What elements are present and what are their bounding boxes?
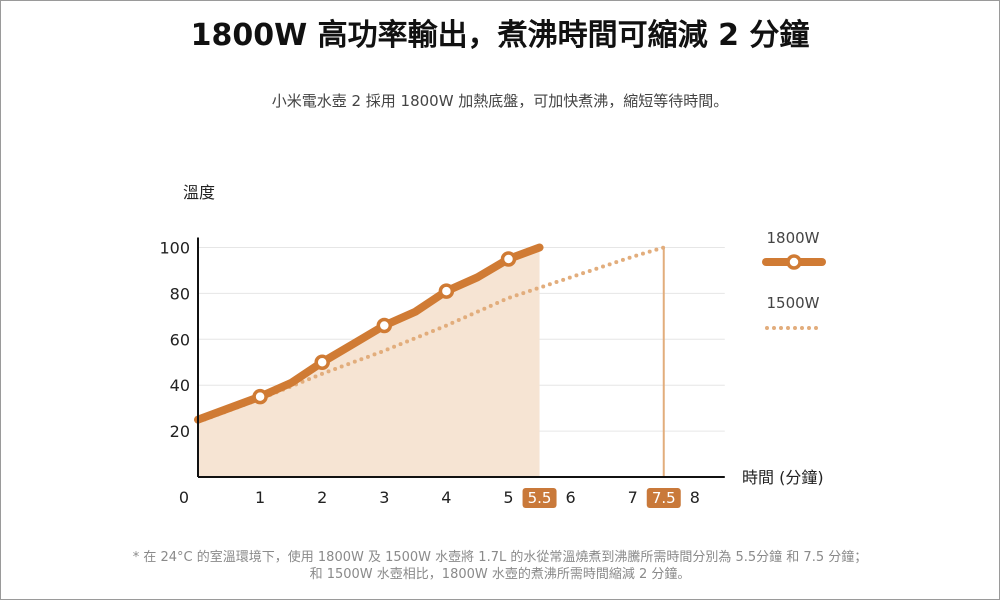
footnote: * 在 24°C 的室溫環境下，使用 1800W 及 1500W 水壺將 1.7… — [0, 549, 1000, 583]
series-1500w-line — [196, 245, 666, 424]
page-subtitle: 小米電水壺 2 採用 1800W 加熱底盤，可加快煮沸，縮短等待時間。 — [271, 92, 729, 110]
series-1800w-point — [438, 283, 455, 299]
x-tick-badge — [522, 488, 557, 508]
series-1800w-point — [252, 388, 268, 405]
footnote-line-1: * 在 24°C 的室溫環境下，使用 1800W 及 1500W 水壺將 1.7… — [132, 550, 868, 565]
series-1800w-markers — [252, 251, 517, 405]
series-1800w-point — [376, 317, 393, 334]
x-tick-label: 2 — [317, 488, 327, 507]
x-tick-label: 1 — [255, 488, 265, 507]
y-axis-title: 溫度 — [183, 183, 215, 202]
legend-label-1800w: 1800W — [766, 229, 819, 247]
x-tick-label: 4 — [441, 488, 451, 507]
y-tick-label: 60 — [170, 330, 190, 349]
legend: 1800W 1500W — [762, 229, 826, 330]
series-1800w-area — [198, 247, 540, 477]
x-tick-badge — [646, 488, 681, 508]
x-tick-label: 5 — [503, 488, 513, 507]
series-1800w-point — [314, 354, 330, 370]
x-tick-label-highlighted: 7.5 — [652, 489, 676, 507]
x-tick-label: 3 — [379, 488, 389, 507]
x-tick-label-highlighted: 5.5 — [528, 489, 552, 507]
x-axis-title: 時間 (分鐘) — [742, 468, 824, 487]
series-1800w-point — [500, 251, 517, 267]
x-tick-label: 8 — [690, 488, 700, 507]
y-tick-label: 100 — [159, 239, 190, 258]
page-title: 1800W 高功率輸出，煮沸時間可縮減 2 分鐘 — [190, 18, 810, 53]
y-tick-label: 20 — [170, 422, 190, 441]
x-tick-labels: 0 1 2 3 4 5 5.5 6 7 7.5 8 — [179, 488, 700, 508]
legend-label-1500w: 1500W — [766, 294, 819, 312]
x-tick-label: 6 — [566, 488, 576, 507]
legend-marker-1800w — [786, 254, 802, 270]
y-tick-labels: 20 40 60 80 100 — [159, 239, 190, 442]
y-tick-label: 80 — [170, 284, 190, 303]
x-tick-label: 0 — [179, 488, 189, 507]
y-tick-label: 40 — [170, 376, 190, 395]
footnote-line-2: 和 1500W 水壺相比，1800W 水壺的煮沸所需時間縮減 2 分鐘。 — [309, 567, 691, 582]
x-tick-label: 7 — [628, 488, 638, 507]
